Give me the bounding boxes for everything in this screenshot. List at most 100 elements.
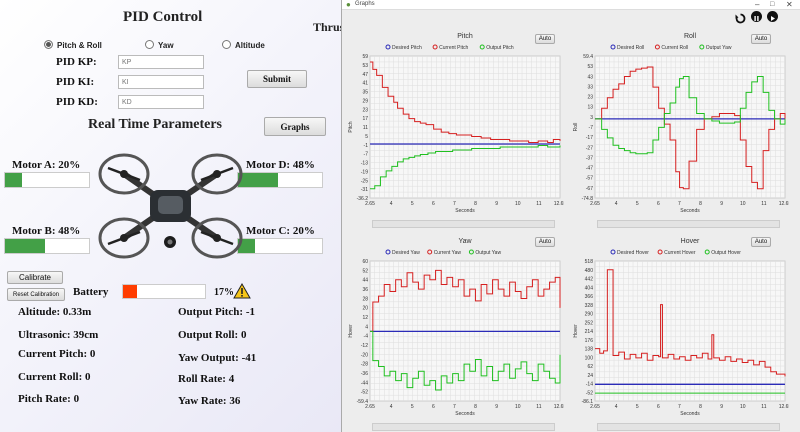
legend-entry: Current Pitch xyxy=(439,45,468,51)
y-axis-label: Hover xyxy=(348,324,354,338)
legend-entry: Output Yaw xyxy=(475,250,501,256)
motor-c-label: Motor C: 20% xyxy=(246,225,315,237)
x-tick-label: 9 xyxy=(495,404,498,410)
calibrate-button[interactable]: Calibrate xyxy=(7,271,63,284)
y-tick-label: 24 xyxy=(587,373,593,379)
y-tick-label: -13 xyxy=(361,161,368,167)
x-tick-label: 2.65 xyxy=(365,404,375,410)
kd-input[interactable] xyxy=(118,95,204,109)
x-tick-label: 8 xyxy=(699,404,702,410)
motor-a-bar xyxy=(4,172,90,188)
y-tick-label: 59.4 xyxy=(583,54,593,60)
warning-icon xyxy=(233,283,251,299)
motor-b-bar xyxy=(4,238,90,254)
y-tick-label: -12 xyxy=(361,343,368,349)
y-tick-label: -47 xyxy=(586,166,593,172)
y-tick-label: 53 xyxy=(587,64,593,70)
y-tick-label: 214 xyxy=(585,329,594,335)
legend-marker xyxy=(427,249,433,255)
series-line xyxy=(370,144,561,190)
radio-dot[interactable] xyxy=(145,39,154,49)
submit-button[interactable]: Submit xyxy=(247,70,307,88)
series-line xyxy=(595,76,786,155)
battery-percent: 17% xyxy=(214,287,234,298)
realtime-title: Real Time Parameters xyxy=(88,117,222,132)
pause-icon[interactable] xyxy=(751,11,762,22)
roll-rate-readout: Roll Rate: 4 xyxy=(178,373,235,385)
x-tick-label: 7 xyxy=(453,201,456,207)
mode-radio-altitude[interactable]: Altitude xyxy=(222,35,265,53)
x-tick-label: 5 xyxy=(636,201,639,207)
legend-entry: Output Yaw xyxy=(706,45,732,51)
thrust-label: Thrus xyxy=(313,20,345,34)
x-tick-label: 2.65 xyxy=(590,201,600,207)
minimize-icon[interactable]: – xyxy=(755,0,760,9)
x-tick-label: 11 xyxy=(761,404,766,410)
x-tick-label: 8 xyxy=(474,404,477,410)
y-tick-label: 100 xyxy=(585,355,594,361)
x-tick-label: 2.65 xyxy=(365,201,375,207)
y-tick-label: 60 xyxy=(362,259,368,265)
yaw-scrollbar[interactable] xyxy=(372,423,555,431)
pitch-auto-button[interactable]: Auto xyxy=(535,34,555,44)
reset-calibration-button[interactable]: Reset Calibration xyxy=(7,288,65,301)
play-icon[interactable] xyxy=(767,11,778,22)
graphs-button[interactable]: Graphs xyxy=(264,117,326,136)
hover-chart: Hover Desired Hover Current Hover Output Ho… xyxy=(571,233,789,423)
legend-marker xyxy=(385,44,391,50)
legend-entry: Current Hover xyxy=(664,250,696,256)
x-tick-label: 4 xyxy=(615,201,618,207)
legend-entry: Output Hover xyxy=(711,250,741,256)
hover-scrollbar[interactable] xyxy=(597,423,780,431)
mode-radio-pitch-roll[interactable]: Pitch & Roll xyxy=(44,35,102,53)
y-tick-label: 23 xyxy=(587,95,593,101)
maximize-icon[interactable]: □ xyxy=(770,1,775,8)
x-tick-label: 10 xyxy=(740,404,746,410)
close-icon[interactable]: ✕ xyxy=(786,0,793,9)
legend-entry: Desired Hover xyxy=(617,250,649,256)
y-tick-label: 518 xyxy=(585,259,594,265)
y-tick-label: 11 xyxy=(363,125,368,131)
y-tick-label: -28 xyxy=(361,362,368,368)
legend-marker xyxy=(704,249,710,255)
pitch-scrollbar[interactable] xyxy=(372,220,555,228)
reset-icon[interactable] xyxy=(735,11,746,24)
radio-dot[interactable] xyxy=(44,39,53,49)
radio-dot[interactable] xyxy=(222,39,231,49)
pid-control-panel: PID Control Thrus Pitch & Roll Yaw Altit… xyxy=(0,0,345,432)
y-tick-label: 28 xyxy=(362,296,368,302)
y-tick-label: 12 xyxy=(362,315,368,321)
current-roll-readout: Current Roll: 0 xyxy=(18,371,91,383)
x-tick-label: 5 xyxy=(636,404,639,410)
legend-marker xyxy=(479,44,485,50)
yaw-auto-button[interactable]: Auto xyxy=(535,237,555,247)
legend-marker xyxy=(610,44,616,50)
kp-input[interactable] xyxy=(118,55,204,69)
y-tick-label: -7 xyxy=(364,152,369,158)
x-tick-label: 5 xyxy=(411,404,414,410)
x-tick-label: 12.65 xyxy=(779,404,789,410)
motor-d-label: Motor D: 48% xyxy=(246,159,315,171)
motor-b-label: Motor B: 48% xyxy=(12,225,81,237)
battery-fill xyxy=(123,285,137,298)
ki-input[interactable] xyxy=(118,75,204,89)
y-tick-label: 36 xyxy=(362,287,368,293)
roll-auto-button[interactable]: Auto xyxy=(751,34,771,44)
hover-auto-button[interactable]: Auto xyxy=(751,237,771,247)
y-tick-label: 17 xyxy=(362,116,368,122)
x-tick-label: 4 xyxy=(390,404,393,410)
y-tick-label: 41 xyxy=(362,81,368,87)
chart-title: Pitch xyxy=(457,33,473,40)
y-tick-label: 328 xyxy=(585,303,594,309)
series-line xyxy=(595,66,786,190)
y-tick-label: -74.8 xyxy=(582,196,594,202)
legend-entry: Output Pitch xyxy=(486,45,514,51)
page-title: PID Control xyxy=(123,9,203,25)
mode-radio-yaw[interactable]: Yaw xyxy=(145,35,174,53)
y-tick-label: 53 xyxy=(362,63,368,69)
y-tick-label: -36 xyxy=(361,371,368,377)
legend-marker xyxy=(468,249,474,255)
roll-scrollbar[interactable] xyxy=(597,220,780,228)
output-pitch-readout: Output Pitch: -1 xyxy=(178,306,255,318)
x-tick-label: 12.65 xyxy=(779,201,789,207)
